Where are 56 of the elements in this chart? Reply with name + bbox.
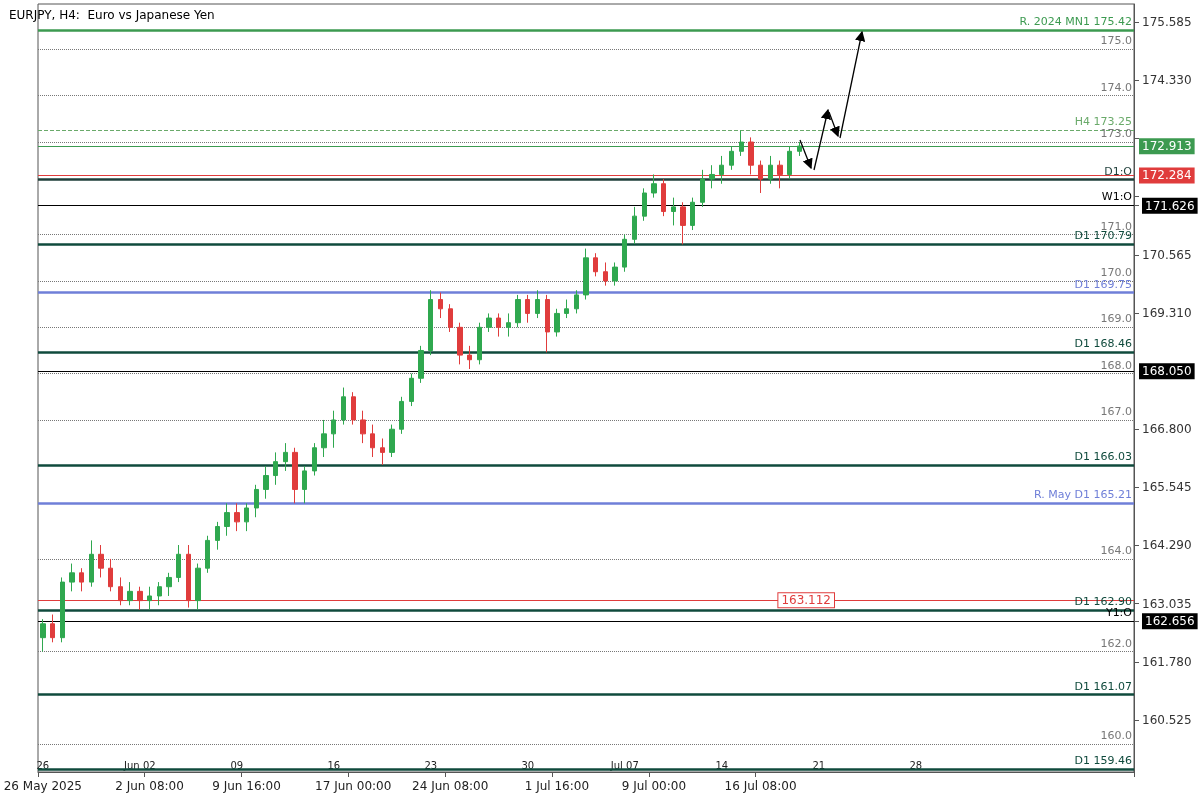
annotation: 14: [715, 759, 729, 771]
y-tick-label: 161.780: [1142, 654, 1192, 669]
y-tick-label: 169.310: [1142, 305, 1192, 320]
annotation: 28: [909, 759, 923, 771]
ref-line-label: 168.050: [1142, 364, 1192, 379]
ref-line-label: 164.0: [1100, 543, 1132, 557]
ref-line-label: 174.0: [1100, 80, 1132, 94]
ref-line-label: D1 170.79: [1074, 229, 1132, 243]
y-tick-label: 164.290: [1142, 538, 1192, 553]
ref-line-label: R. May D1 165.21: [1034, 487, 1132, 501]
ref-line-label: 170.0: [1100, 266, 1132, 279]
ref-line-label: W1:O: [1101, 190, 1133, 204]
ref-line-label: 162.0: [1100, 636, 1132, 650]
ref-line-label: 172.913: [1142, 139, 1192, 154]
x-tick-label: 17 Jun 00:00: [315, 779, 392, 793]
ref-line-label: 163.112: [781, 593, 831, 608]
x-tick-label: 24 Jun 08:00: [412, 779, 489, 793]
y-tick-label: 163.035: [1142, 596, 1192, 611]
ref-line-label: 167.0: [1100, 404, 1132, 418]
x-tick-label: 26 May 2025: [3, 779, 82, 793]
ref-line-label: D1 161.07: [1074, 679, 1132, 693]
annotation: Jun 02: [123, 759, 156, 771]
ref-line-label: 172.284: [1142, 168, 1192, 183]
y-tick-label: 174.330: [1142, 73, 1192, 88]
annotation: 26: [36, 759, 50, 771]
annotation: 30: [521, 759, 535, 771]
y-tick-label: 175.585: [1142, 15, 1192, 30]
ref-line-label: D1 168.46: [1074, 337, 1132, 351]
y-tick-label: 165.545: [1142, 480, 1192, 495]
y-tick-label: 160.525: [1142, 712, 1192, 727]
x-tick-label: 16 Jul 08:00: [724, 779, 797, 793]
y-tick-label: 162.656: [1145, 614, 1195, 629]
x-tick-label: 1 Jul 16:00: [524, 779, 590, 793]
ref-line-label: 160.0: [1100, 729, 1132, 743]
ref-line-label: R. 2024 MN1 175.42: [1019, 14, 1132, 28]
ref-line-label: D1 169.75: [1074, 277, 1132, 291]
ref-line-label: 169.0: [1100, 312, 1132, 326]
ref-line-label: D1 166.03: [1074, 449, 1132, 463]
chart-title: EURJPY, H4: Euro vs Japanese Yen: [9, 8, 215, 22]
annotation: Jul 07: [609, 759, 639, 771]
x-tick-label: 9 Jun 16:00: [212, 779, 281, 793]
ref-line-label: D1:O: [1104, 164, 1133, 178]
ref-line-label: 173.0: [1100, 127, 1132, 141]
y-tick-label: 170.565: [1142, 247, 1192, 262]
y-tick-label: 171.626: [1145, 198, 1195, 213]
ref-line-label: H4 173.25: [1074, 115, 1132, 129]
y-tick-label: 166.800: [1142, 422, 1192, 437]
annotation: 23: [424, 759, 438, 771]
ref-line-label: 168.0: [1100, 358, 1132, 372]
annotation: 09: [230, 759, 244, 771]
annotation: 21: [812, 759, 826, 771]
ref-line-label: D1 159.46: [1074, 754, 1132, 768]
x-tick-label: 9 Jul 00:00: [621, 779, 687, 793]
x-tick-label: 2 Jun 08:00: [115, 779, 184, 793]
annotation: 16: [327, 759, 341, 771]
ref-line-label: 175.0: [1100, 34, 1132, 48]
